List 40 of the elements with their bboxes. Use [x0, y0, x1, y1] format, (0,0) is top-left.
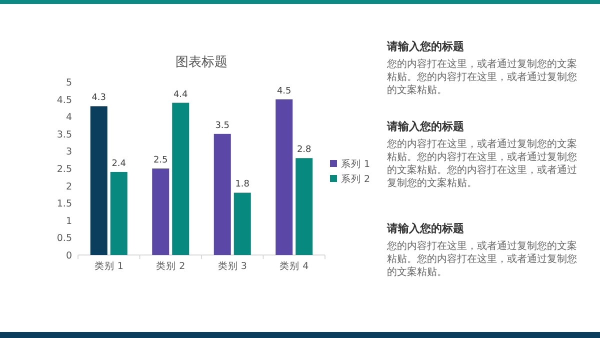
- text: 您的内容打在这里，或者通过复制您的文案粘贴。您的内容打在这里，或者通过复制您的文案粘贴。您的内容打在这里，或者通过复制您的文案粘贴。: [386, 138, 577, 189]
- data-label: 4.5: [276, 86, 292, 96]
- x-tick-label: 类别 4: [280, 260, 309, 272]
- text: 您的内容打在这里，或者通过复制您的文案粘贴。您的内容打在这里，或者通过复制您的文案粘贴。: [386, 58, 577, 96]
- x-tick-label: 类别 3: [218, 260, 247, 272]
- chart-title: 图表标题: [176, 55, 228, 70]
- y-tick-label: 5: [66, 78, 72, 88]
- data-label: 2.8: [296, 145, 312, 156]
- y-tick-label: 1.5: [56, 198, 72, 210]
- bar: [234, 192, 251, 255]
- y-tick-label: 1: [66, 216, 72, 227]
- text: 请输入您的标题: [386, 222, 464, 235]
- data-label: 2.4: [112, 158, 126, 169]
- legend-label: 系列 1: [341, 158, 370, 170]
- text: 请输入您的标题: [386, 120, 464, 133]
- y-tick-label: 0: [66, 250, 72, 262]
- y-tick-label: 0.5: [56, 233, 72, 244]
- text: 您的内容打在这里，或者通过复制您的文案粘贴。您的内容打在这里，或者通过复制您的文案粘贴。: [386, 240, 577, 278]
- data-label: 4.3: [92, 93, 106, 104]
- bar: [110, 172, 128, 255]
- y-tick-label: 4.5: [56, 94, 72, 106]
- data-label: 4.4: [173, 90, 188, 100]
- data-label: 3.5: [215, 120, 230, 131]
- bar: [214, 134, 231, 255]
- bar: [152, 168, 170, 255]
- y-tick-label: 3: [66, 146, 72, 158]
- y-tick-label: 2.5: [56, 164, 72, 175]
- legend-label: 系列 2: [341, 173, 370, 185]
- data-label: 1.8: [235, 180, 250, 190]
- text: 请输入您的标题: [386, 40, 464, 53]
- x-tick-label: 类别 1: [94, 260, 124, 272]
- data-label: 2.5: [153, 156, 168, 166]
- bar: [90, 106, 108, 255]
- x-tick-label: 类别 2: [156, 260, 186, 272]
- bar: [172, 102, 190, 255]
- bar: [296, 158, 313, 255]
- y-tick-label: 4: [66, 112, 72, 124]
- y-tick-label: 3.5: [56, 129, 72, 140]
- bar: [276, 99, 293, 255]
- y-tick-label: 2: [66, 181, 72, 192]
